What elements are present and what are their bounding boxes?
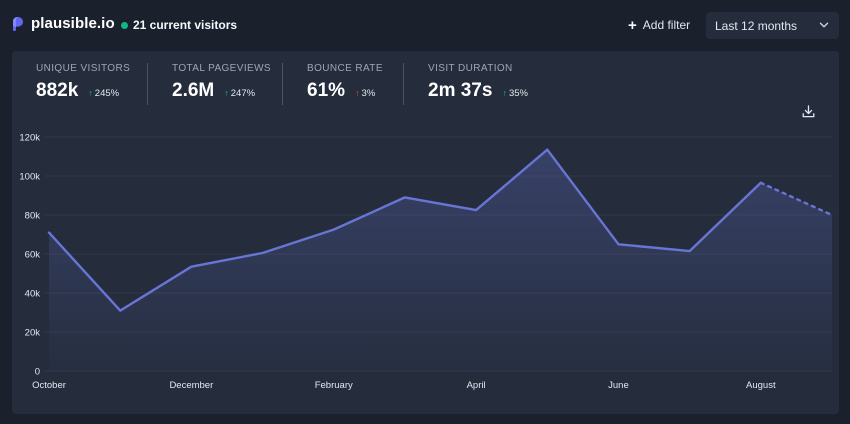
stat-value: 2m 37s [428,80,493,101]
download-icon[interactable] [802,105,815,118]
plus-icon: + [628,16,637,34]
arrow-up-icon: ↑ [224,88,229,98]
y-tick-label: 20k [25,328,41,339]
stat-value: 882k [36,80,79,101]
x-axis: October December February April June August [32,380,776,391]
stat-value: 61% [307,80,346,101]
stat-label: VISIT DURATION [428,63,513,74]
stat-label: BOUNCE RATE [307,63,383,74]
x-tick-label: October [32,380,66,391]
stat-total-pageviews[interactable]: TOTAL PAGEVIEWS 2.6M ↑ 247% [172,63,271,102]
divider [147,63,148,105]
y-tick-label: 40k [25,289,41,300]
y-tick-label: 0 [35,367,40,378]
stat-label: TOTAL PAGEVIEWS [172,63,271,74]
period-selected-value: Last 12 months [715,18,798,33]
period-dropdown[interactable]: Last 12 months [706,12,839,39]
chevron-down-icon [819,22,829,28]
add-filter-label: Add filter [642,18,691,32]
top-bar: plausible.io 21 current visitors + Add f… [0,0,850,50]
x-tick-label: February [315,380,353,391]
brand-name[interactable]: plausible.io [31,15,115,32]
arrow-up-icon: ↑ [502,88,507,98]
plausible-logo-icon[interactable] [13,17,23,31]
stat-change-value: 35% [508,87,528,99]
stat-label: UNIQUE VISITORS [36,63,131,74]
stat-bounce-rate[interactable]: BOUNCE RATE 61% ↑ 3% [307,63,383,102]
stat-change: ↑ 35% [502,88,528,99]
x-tick-label: December [169,380,213,391]
area-fill [49,149,832,371]
stat-change: ↑ 3% [355,88,375,99]
stat-unique-visitors[interactable]: UNIQUE VISITORS 882k ↑ 245% [36,63,130,102]
live-indicator-dot [121,22,128,29]
divider [403,63,404,105]
y-tick-label: 120k [19,133,40,144]
stat-change-value: 247% [230,87,256,99]
series-line-incomplete [759,181,834,217]
arrow-up-icon: ↑ [355,88,360,98]
stat-visit-duration[interactable]: VISIT DURATION 2m 37s ↑ 35% [428,63,528,102]
add-filter-button[interactable]: + Add filter [628,14,690,36]
stat-change: ↑ 245% [88,88,119,99]
data-points [48,149,833,311]
x-tick-label: August [746,380,776,391]
y-tick-label: 60k [25,250,41,261]
stat-change-value: 3% [361,87,376,99]
y-tick-label: 80k [25,211,41,222]
x-tick-label: June [608,380,629,391]
current-visitors-link[interactable]: 21 current visitors [133,18,238,32]
stat-change: ↑ 247% [224,88,255,99]
x-tick-label: April [467,380,486,391]
y-tick-label: 100k [19,172,40,183]
y-axis: 0 20k 40k 60k 80k 100k 120k [19,133,40,378]
stat-change-value: 245% [94,87,120,99]
stat-value: 2.6M [172,80,215,101]
arrow-up-icon: ↑ [88,88,93,98]
divider [282,63,283,105]
